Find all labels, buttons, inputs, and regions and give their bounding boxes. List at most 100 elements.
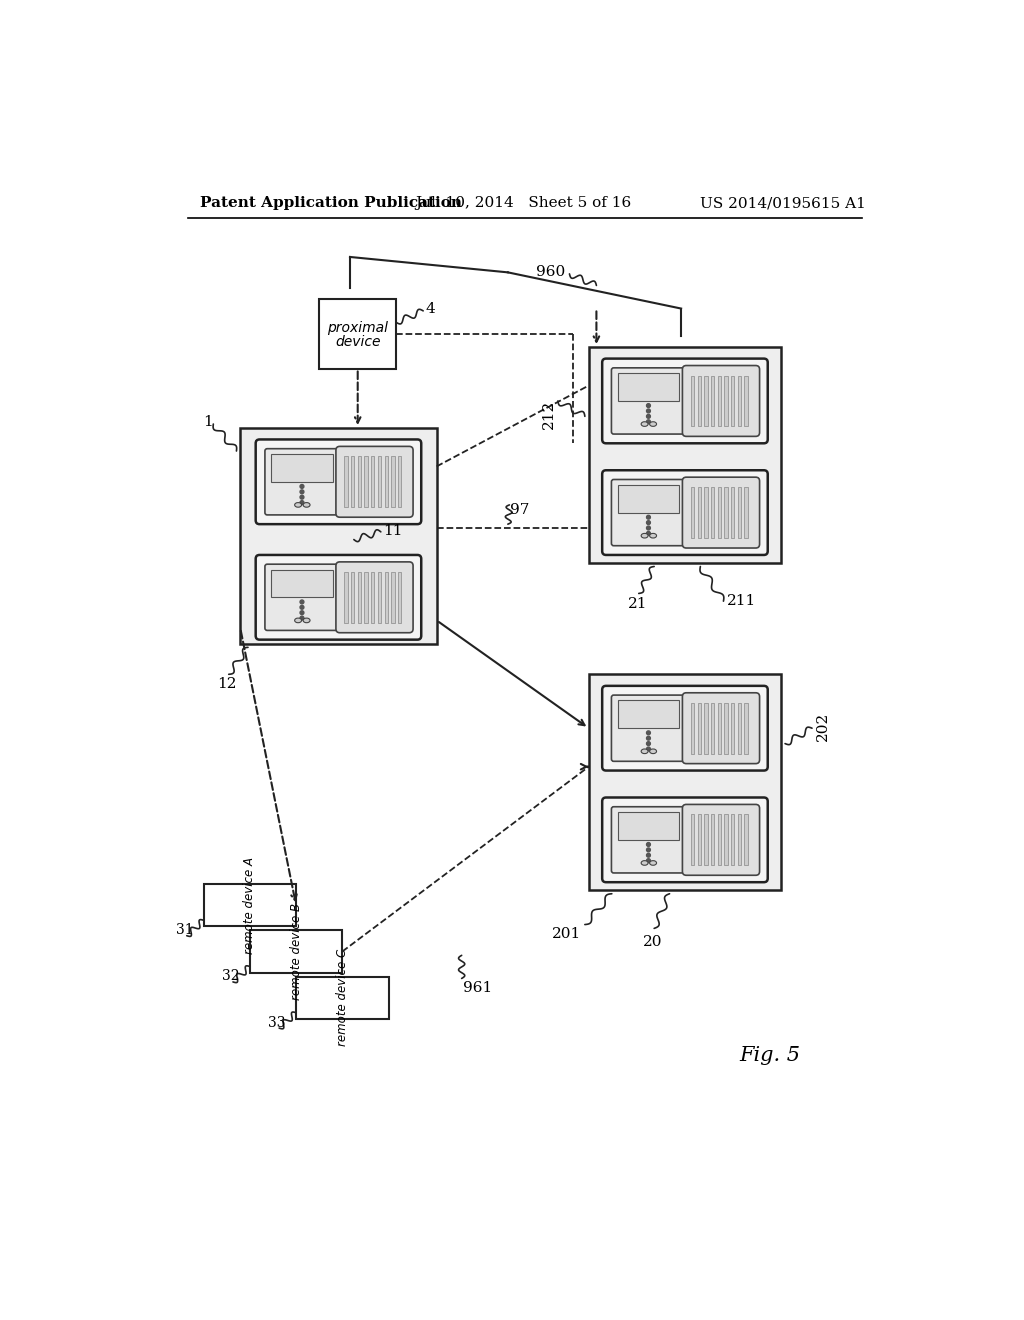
Bar bbox=[744, 702, 748, 754]
FancyBboxPatch shape bbox=[611, 368, 685, 434]
Circle shape bbox=[300, 484, 304, 488]
Bar bbox=[351, 457, 354, 507]
Circle shape bbox=[646, 747, 650, 751]
Bar bbox=[589, 675, 781, 890]
Circle shape bbox=[646, 842, 650, 846]
Text: 12: 12 bbox=[217, 677, 237, 690]
Bar bbox=[271, 570, 333, 597]
Bar bbox=[705, 814, 708, 866]
FancyBboxPatch shape bbox=[265, 564, 339, 631]
Circle shape bbox=[646, 414, 650, 418]
Bar bbox=[711, 376, 715, 426]
Bar bbox=[296, 977, 388, 1019]
Bar bbox=[737, 814, 741, 866]
Bar bbox=[344, 457, 348, 507]
Bar bbox=[697, 487, 700, 539]
Bar bbox=[691, 376, 694, 426]
Text: 33: 33 bbox=[268, 1015, 286, 1030]
Ellipse shape bbox=[295, 618, 302, 623]
Bar bbox=[718, 376, 721, 426]
Text: proximal: proximal bbox=[328, 321, 388, 335]
Circle shape bbox=[646, 404, 650, 408]
Bar bbox=[250, 931, 342, 973]
Ellipse shape bbox=[641, 422, 648, 426]
Text: 212: 212 bbox=[542, 400, 556, 429]
Ellipse shape bbox=[641, 533, 648, 539]
Bar bbox=[691, 814, 694, 866]
Circle shape bbox=[300, 616, 304, 620]
Bar bbox=[385, 572, 388, 623]
Text: 32: 32 bbox=[222, 969, 240, 983]
Bar bbox=[718, 487, 721, 539]
FancyBboxPatch shape bbox=[336, 446, 413, 517]
Ellipse shape bbox=[641, 861, 648, 866]
Text: 202: 202 bbox=[816, 711, 829, 742]
Bar bbox=[737, 376, 741, 426]
Bar bbox=[241, 428, 436, 644]
FancyBboxPatch shape bbox=[336, 562, 413, 632]
Text: Fig. 5: Fig. 5 bbox=[739, 1045, 800, 1065]
Ellipse shape bbox=[295, 503, 302, 507]
Bar bbox=[378, 572, 381, 623]
Bar bbox=[589, 347, 781, 562]
Bar bbox=[711, 487, 715, 539]
Text: 97: 97 bbox=[510, 503, 529, 516]
Text: 31: 31 bbox=[176, 923, 194, 937]
Bar bbox=[617, 701, 679, 729]
FancyBboxPatch shape bbox=[265, 449, 339, 515]
Bar bbox=[724, 376, 728, 426]
Ellipse shape bbox=[303, 618, 310, 623]
FancyBboxPatch shape bbox=[602, 797, 768, 882]
Bar bbox=[344, 572, 348, 623]
Circle shape bbox=[646, 520, 650, 524]
Text: 11: 11 bbox=[383, 524, 402, 539]
Bar bbox=[731, 702, 734, 754]
Circle shape bbox=[646, 409, 650, 413]
FancyBboxPatch shape bbox=[602, 470, 768, 554]
Circle shape bbox=[300, 601, 304, 603]
Text: 4: 4 bbox=[425, 302, 435, 317]
Bar bbox=[365, 572, 368, 623]
Bar bbox=[724, 814, 728, 866]
FancyBboxPatch shape bbox=[682, 478, 760, 548]
FancyBboxPatch shape bbox=[611, 807, 685, 873]
Circle shape bbox=[646, 420, 650, 424]
Bar bbox=[398, 457, 401, 507]
Bar bbox=[697, 814, 700, 866]
Bar bbox=[731, 814, 734, 866]
Bar bbox=[697, 376, 700, 426]
Text: remote device C: remote device C bbox=[336, 949, 349, 1047]
Bar bbox=[711, 702, 715, 754]
Bar bbox=[718, 814, 721, 866]
Circle shape bbox=[646, 742, 650, 746]
Bar bbox=[737, 487, 741, 539]
Bar bbox=[731, 487, 734, 539]
Bar bbox=[385, 457, 388, 507]
FancyBboxPatch shape bbox=[602, 686, 768, 771]
Bar bbox=[319, 300, 396, 368]
Ellipse shape bbox=[649, 861, 656, 866]
Bar bbox=[724, 487, 728, 539]
Circle shape bbox=[646, 859, 650, 862]
Bar bbox=[617, 374, 679, 401]
Bar bbox=[744, 487, 748, 539]
Bar bbox=[357, 457, 361, 507]
Ellipse shape bbox=[303, 503, 310, 507]
FancyBboxPatch shape bbox=[256, 554, 421, 640]
Bar bbox=[705, 487, 708, 539]
Bar bbox=[371, 572, 375, 623]
Bar bbox=[705, 702, 708, 754]
Text: 961: 961 bbox=[463, 981, 493, 995]
FancyBboxPatch shape bbox=[682, 693, 760, 763]
Bar bbox=[371, 457, 375, 507]
Circle shape bbox=[300, 606, 304, 610]
Text: remote device A: remote device A bbox=[244, 857, 256, 954]
Bar bbox=[357, 572, 361, 623]
FancyBboxPatch shape bbox=[611, 479, 685, 545]
FancyBboxPatch shape bbox=[682, 366, 760, 437]
Text: 20: 20 bbox=[643, 935, 663, 949]
Circle shape bbox=[646, 731, 650, 735]
Ellipse shape bbox=[641, 748, 648, 754]
Bar bbox=[391, 457, 394, 507]
Bar bbox=[697, 702, 700, 754]
